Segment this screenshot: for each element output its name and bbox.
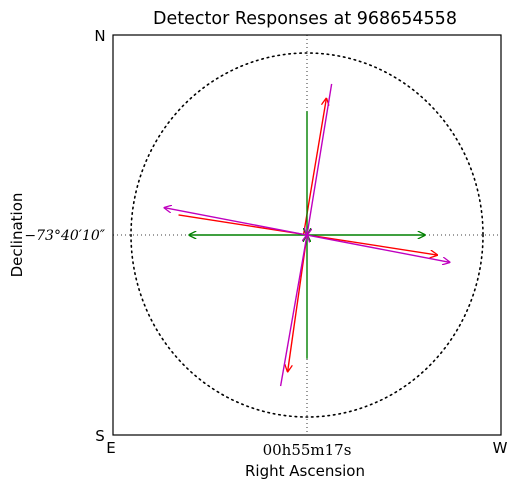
east-label: E [106, 439, 115, 457]
y-center-tick-label: −73°40′10″ [24, 228, 105, 244]
vector-magenta-2 [164, 208, 308, 236]
vector-magenta-0 [307, 83, 333, 235]
chart-title: Detector Responses at 968654558 [153, 9, 457, 29]
y-axis-label: Declination [8, 193, 26, 278]
vector-magenta-1 [279, 235, 307, 387]
vector-red-1 [288, 234, 308, 372]
vector-layer [164, 83, 450, 387]
west-label: W [493, 439, 508, 457]
x-center-tick-label: 00h55m17s [263, 441, 352, 459]
north-label: N [94, 27, 105, 45]
south-label: S [95, 427, 105, 445]
vector-magenta-3 [306, 234, 450, 262]
x-axis-label: Right Ascension [245, 462, 365, 480]
field-circle [130, 52, 484, 418]
